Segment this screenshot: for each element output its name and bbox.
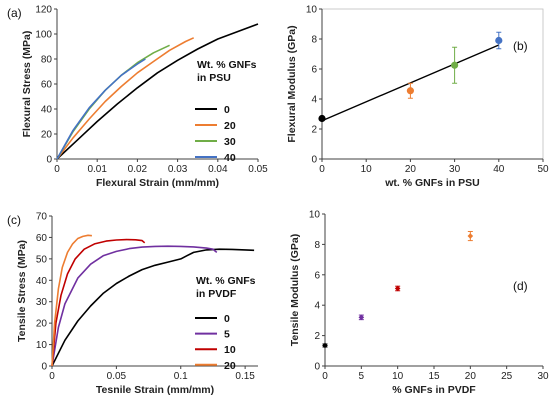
legend-label-30: 30 — [224, 136, 236, 148]
x-tick-label: 0.05 — [107, 371, 127, 382]
x-tick-label: 20 — [405, 164, 417, 175]
x-tick-label: 0 — [54, 164, 60, 175]
y-tick-label: 60 — [41, 80, 53, 91]
y-tick-label: 60 — [36, 233, 48, 244]
panel-letter: (a) — [7, 6, 22, 20]
y-tick-label: 0 — [46, 155, 52, 166]
series-line-5 — [51, 245, 218, 367]
x-tick-label: 0.15 — [235, 371, 255, 382]
x-tick-label: 0 — [322, 371, 328, 382]
legend-title: Wt. % GNFs — [197, 59, 257, 71]
x-axis-label: % GNFs in PVDF — [392, 384, 476, 396]
y-tick-label: 8 — [311, 35, 317, 46]
x-tick-label: 50 — [537, 164, 549, 175]
y-tick-label: 20 — [41, 130, 53, 141]
series-line-40 — [56, 58, 146, 160]
series-line-0 — [51, 248, 255, 367]
x-tick-label: 0.02 — [128, 164, 148, 175]
x-axis-label: Flexural Strain (mm/mm) — [96, 177, 219, 189]
x-axis-label: wt. % GNFs in PSU — [384, 177, 480, 189]
y-tick-label: 40 — [41, 105, 53, 116]
x-tick-label: 40 — [493, 164, 505, 175]
data-point — [322, 342, 328, 349]
legend-title: in PVDF — [196, 288, 237, 300]
y-axis-label: Tensile Stress (MPa) — [16, 240, 28, 342]
series-line-20 — [56, 37, 195, 160]
y-tick-label: 50 — [36, 254, 48, 265]
y-tick-label: 10 — [309, 210, 321, 221]
y-tick-label: 6 — [311, 65, 317, 76]
x-tick-label: 0.03 — [168, 164, 188, 175]
y-tick-label: 4 — [314, 301, 320, 312]
series-line-10 — [51, 238, 146, 367]
panel-b: 0 2 4 6 8 10 0 10 20 30 40 50 wt. % GNFs in PSU Flexu… — [286, 5, 549, 190]
legend-label-20: 20 — [224, 120, 236, 132]
data-point — [358, 314, 365, 321]
data-point — [451, 61, 459, 69]
y-tick-label: 20 — [36, 319, 48, 330]
x-tick-label: 15 — [428, 371, 440, 382]
x-tick-label: 10 — [361, 164, 373, 175]
y-tick-label: 0 — [314, 362, 320, 373]
data-point — [318, 114, 326, 123]
series-line-20 — [51, 234, 92, 367]
y-tick-label: 0 — [41, 362, 47, 373]
x-tick-label: 0.01 — [87, 164, 107, 175]
legend-label-20: 20 — [224, 360, 236, 372]
data-point — [406, 87, 414, 95]
y-tick-label: 10 — [306, 5, 318, 16]
panel-a: 0 20 40 60 80 100 120 0 0.01 0.02 0.03 0.04 0.05 Flex… — [7, 5, 268, 190]
panel-letter: (b) — [513, 39, 528, 53]
legend-label-10: 10 — [224, 344, 236, 356]
legend-label-0: 0 — [224, 313, 230, 325]
y-tick-label: 10 — [36, 340, 48, 351]
x-tick-label: 5 — [359, 371, 365, 382]
x-tick-label: 20 — [465, 371, 477, 382]
y-tick-label: 40 — [36, 276, 48, 287]
legend-label-0: 0 — [224, 104, 230, 116]
legend-label-5: 5 — [224, 329, 230, 341]
x-tick-label: 0 — [319, 164, 325, 175]
x-tick-label: 0 — [49, 371, 55, 382]
y-tick-label: 70 — [36, 212, 48, 223]
y-axis-label: Flexural Stress (MPa) — [21, 31, 33, 138]
x-tick-label: 25 — [501, 371, 513, 382]
y-tick-label: 2 — [311, 125, 317, 136]
legend-title: Wt. % GNFs — [196, 275, 256, 287]
y-tick-label: 6 — [314, 270, 320, 281]
panel-letter: (c) — [7, 213, 21, 227]
y-tick-label: 30 — [36, 297, 48, 308]
x-tick-label: 0.1 — [174, 371, 188, 382]
y-tick-label: 100 — [35, 30, 52, 41]
y-tick-label: 8 — [314, 240, 320, 251]
x-tick-label: 30 — [449, 164, 461, 175]
y-tick-label: 80 — [41, 55, 53, 66]
plot-border — [321, 8, 544, 160]
y-tick-label: 0 — [311, 155, 317, 166]
y-tick-label: 120 — [35, 5, 52, 16]
series-line-0 — [56, 23, 259, 160]
x-axis-label: Tesnile Strain (mm/mm) — [96, 384, 214, 396]
x-tick-label: 30 — [537, 371, 549, 382]
y-axis-label: Flexural Modulus (GPa) — [286, 25, 298, 142]
x-tick-label: 0.05 — [248, 164, 268, 175]
y-tick-label: 2 — [314, 331, 320, 342]
x-tick-label: 0.04 — [208, 164, 228, 175]
y-tick-label: 4 — [311, 95, 317, 106]
legend-title: in PSU — [197, 72, 231, 84]
panel-letter: (d) — [513, 279, 528, 293]
x-tick-label: 10 — [392, 371, 404, 382]
data-point — [394, 285, 401, 292]
data-point — [467, 233, 474, 239]
y-axis-label: Tensile Modulus (GPa) — [289, 234, 301, 346]
data-point — [495, 36, 503, 45]
panel-d: 0 2 4 6 8 10 0 5 10 15 20 25 30 % GNFs in PVDF Tensile… — [289, 210, 549, 397]
legend-label-40: 40 — [224, 152, 236, 164]
